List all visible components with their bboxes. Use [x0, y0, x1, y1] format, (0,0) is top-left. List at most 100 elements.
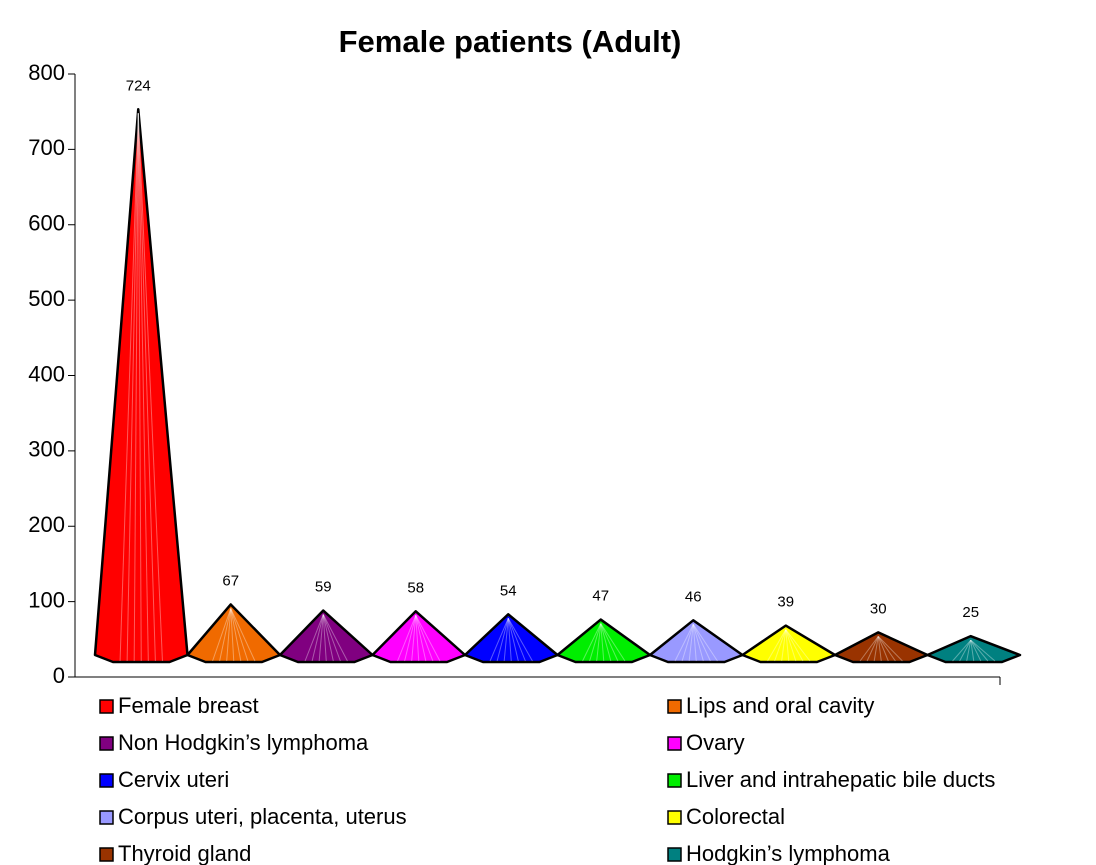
pyramid-shade — [507, 618, 512, 662]
pyramid-shade — [582, 623, 602, 662]
value-label: 30 — [870, 600, 887, 617]
legend-label: Thyroid gland — [118, 841, 251, 865]
pyramid-shade — [322, 614, 341, 662]
pyramid-shade — [674, 624, 694, 662]
value-label: 59 — [315, 578, 332, 595]
legend-swatch — [99, 773, 114, 788]
value-label: 58 — [407, 579, 424, 596]
pyramid-shade — [322, 614, 327, 662]
legend-swatch — [99, 847, 114, 862]
pyramid-shade — [137, 113, 163, 662]
pyramid-shade — [397, 615, 417, 662]
pyramid-shade — [600, 623, 626, 662]
pyramid-shade — [692, 624, 718, 662]
pyramid-shade — [877, 636, 896, 662]
pyramid — [556, 618, 652, 664]
legend-swatch — [667, 699, 682, 714]
pyramid-shade — [859, 636, 879, 662]
pyramid-shade — [230, 608, 256, 662]
legend-swatch — [99, 699, 114, 714]
y-tick-label: 800 — [28, 60, 65, 85]
legend-label: Liver and intrahepatic bile ducts — [686, 767, 995, 792]
pyramid-shade — [226, 608, 232, 662]
pyramid — [278, 609, 374, 664]
y-tick-label: 0 — [53, 663, 65, 688]
pyramid-shade — [322, 614, 348, 662]
pyramid-shade — [877, 636, 889, 662]
pyramid-shade — [304, 614, 324, 662]
legend-label: Corpus uteri, placenta, uterus — [118, 804, 407, 829]
pyramid-shade — [230, 608, 249, 662]
legend-label: Lips and oral cavity — [686, 693, 874, 718]
value-label: 46 — [685, 588, 702, 605]
pyramid-shade — [692, 624, 697, 662]
legend-label: Cervix uteri — [118, 767, 229, 792]
pyramid-shade — [503, 618, 509, 662]
pyramid-shade — [767, 629, 787, 662]
pyramid-shade — [873, 636, 879, 662]
pyramid-shade — [877, 636, 882, 662]
pyramid-shade — [781, 629, 787, 662]
pyramid-shade — [877, 636, 903, 662]
pyramid-shade — [688, 624, 694, 662]
pyramid-shade — [126, 113, 139, 662]
pyramid-shade — [311, 614, 324, 662]
value-label: 54 — [500, 582, 517, 599]
pyramid-shade — [137, 113, 149, 662]
legend-label: Colorectal — [686, 804, 785, 829]
pyramid-shade — [785, 629, 790, 662]
pyramid-shade — [970, 639, 996, 662]
pyramid-shade — [415, 615, 427, 662]
legend-label: Female breast — [118, 693, 259, 718]
pyramid-shade — [415, 615, 441, 662]
legend-label: Ovary — [686, 730, 745, 755]
pyramid-shade — [785, 629, 797, 662]
y-tick-label: 400 — [28, 361, 65, 386]
pyramid-shade — [133, 113, 139, 662]
y-tick-label: 500 — [28, 286, 65, 311]
pyramid-shade — [507, 618, 533, 662]
pyramid-shade — [137, 113, 142, 662]
pyramid-shade — [774, 629, 787, 662]
pyramid-shade — [681, 624, 694, 662]
pyramid-shade — [230, 608, 235, 662]
pyramid — [93, 108, 189, 664]
pyramid-shade — [785, 629, 811, 662]
pyramid-shade — [966, 640, 972, 662]
pyramid-shade — [589, 623, 602, 662]
legend-swatch — [99, 810, 114, 825]
pyramid — [833, 631, 929, 664]
y-tick-label: 700 — [28, 135, 65, 160]
legend-swatch — [667, 810, 682, 825]
legend-swatch — [667, 773, 682, 788]
pyramid-shade — [785, 629, 804, 662]
pyramid-shade — [322, 614, 334, 662]
y-tick-label: 100 — [28, 587, 65, 612]
pyramid — [463, 613, 559, 664]
legend-label: Non Hodgkin’s lymphoma — [118, 730, 369, 755]
value-label: 47 — [592, 588, 609, 605]
value-label: 724 — [126, 77, 151, 94]
value-label: 25 — [962, 604, 979, 621]
pyramid-shade — [507, 618, 519, 662]
pyramid-shade — [692, 624, 711, 662]
pyramid-shade — [952, 639, 972, 662]
pyramid-shade — [970, 640, 975, 662]
pyramid-shade — [866, 636, 879, 662]
y-tick-label: 200 — [28, 512, 65, 537]
pyramid-shade — [415, 615, 420, 662]
pyramid-shade — [219, 608, 232, 662]
pyramid-shade — [212, 608, 232, 662]
pyramid-shade — [507, 618, 526, 662]
pyramid — [741, 624, 837, 664]
pyramid-shade — [119, 113, 139, 662]
pyramid-shade — [692, 624, 704, 662]
value-label: 67 — [222, 572, 239, 589]
legend-swatch — [667, 847, 682, 862]
legend-swatch — [99, 736, 114, 751]
pyramid-shade — [970, 639, 989, 662]
pyramid-shade — [596, 623, 602, 662]
pyramid-shade — [411, 615, 417, 662]
pyramid — [186, 603, 282, 664]
